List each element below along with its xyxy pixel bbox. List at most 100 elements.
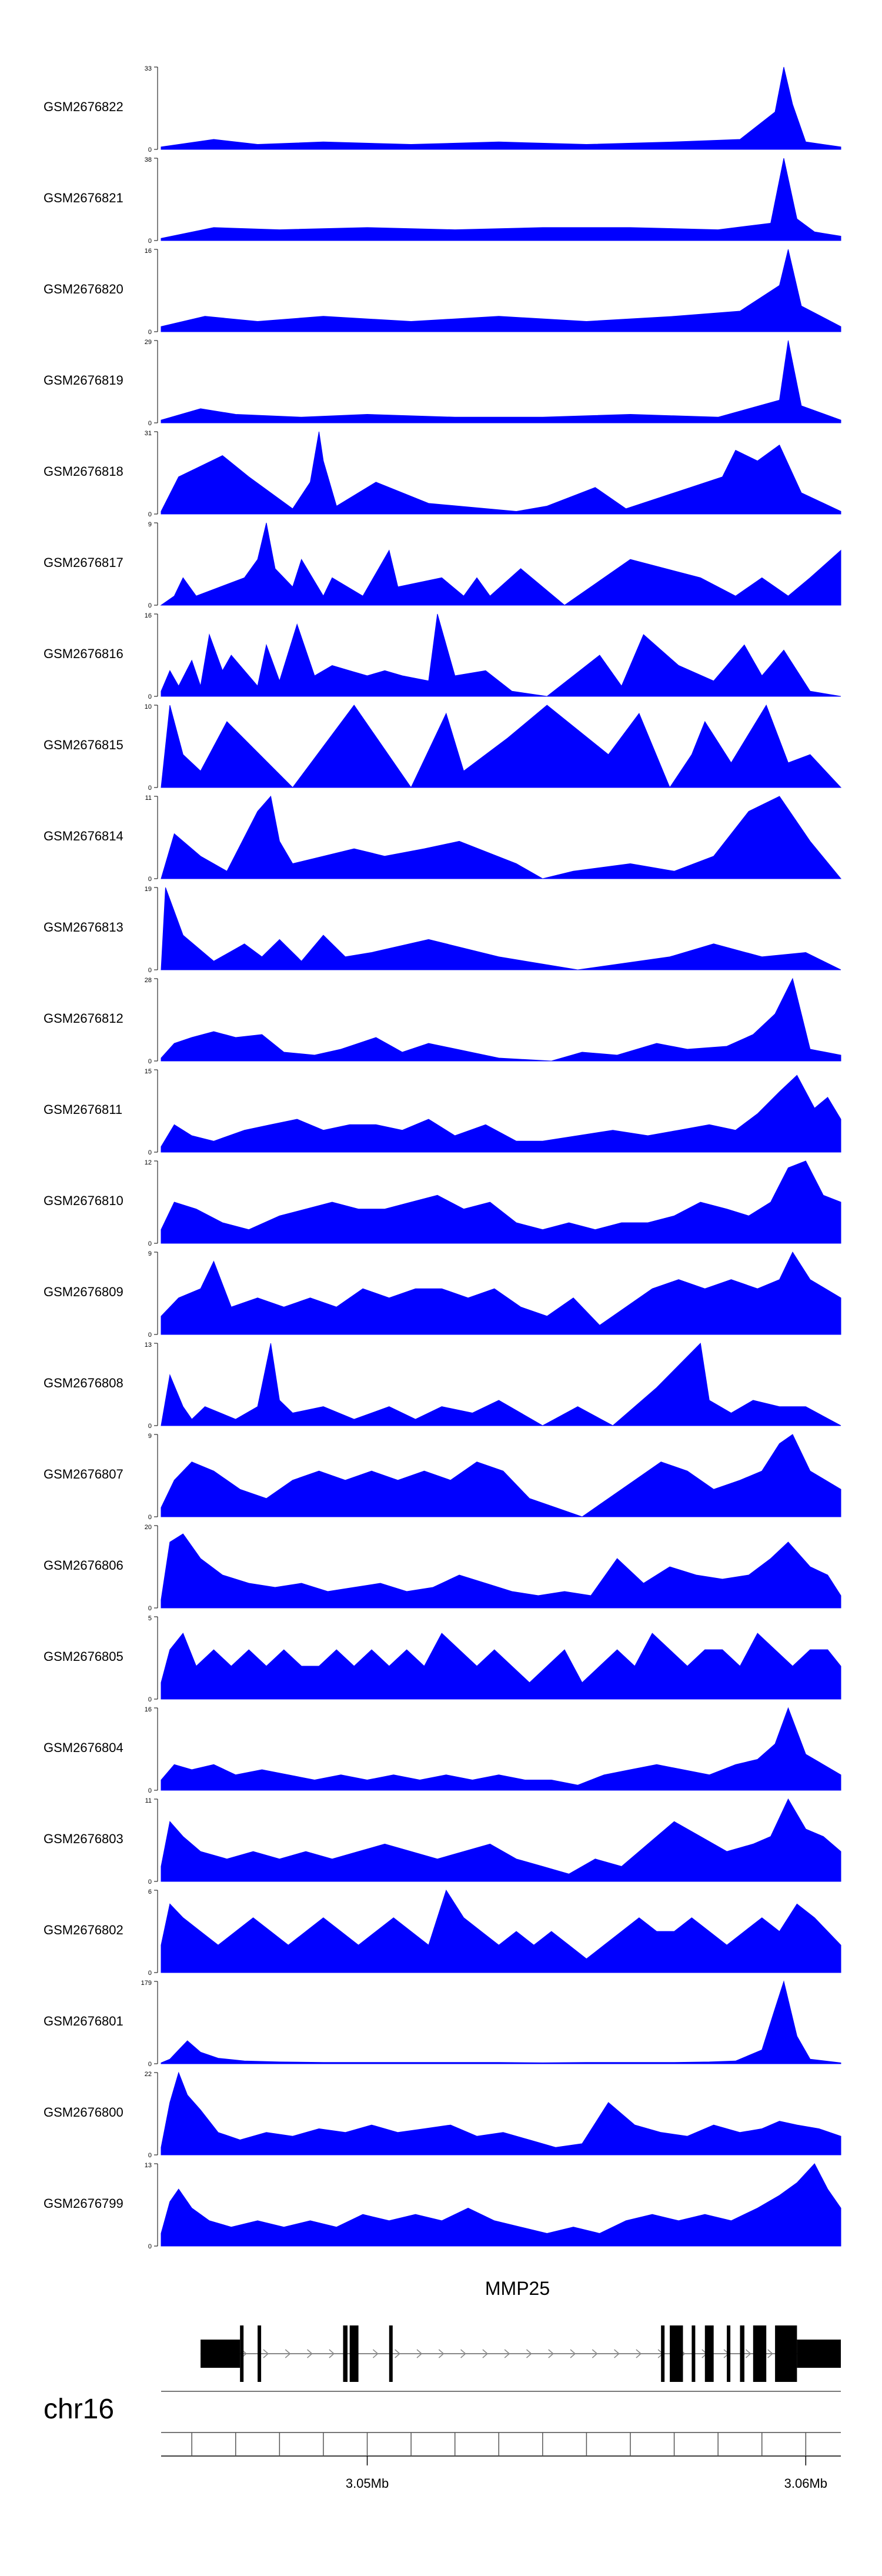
track-GSM2676800: GSM2676800 22 0 bbox=[44, 2071, 841, 2159]
y-max-label: 9 bbox=[148, 1250, 152, 1257]
strand-chevron bbox=[372, 2349, 379, 2358]
y-max-label: 13 bbox=[145, 2162, 152, 2169]
y-min-label: 0 bbox=[148, 693, 152, 700]
y-max-label: 38 bbox=[145, 156, 152, 163]
y-max-label: 5 bbox=[148, 1615, 152, 1622]
strand-chevron bbox=[745, 2349, 751, 2358]
y-min-label: 0 bbox=[148, 1058, 152, 1065]
signal-area bbox=[161, 431, 841, 515]
gene-exon bbox=[797, 2340, 841, 2368]
track-label: GSM2676817 bbox=[44, 555, 123, 570]
strand-chevron bbox=[438, 2349, 445, 2358]
chromosome-label: chr16 bbox=[44, 2394, 114, 2425]
y-max-label: 16 bbox=[145, 1706, 152, 1713]
signal-area bbox=[161, 1075, 841, 1153]
y-max-label: 11 bbox=[145, 795, 152, 802]
strand-chevron bbox=[504, 2349, 510, 2358]
strand-chevron bbox=[482, 2349, 489, 2358]
signal-area bbox=[161, 2071, 841, 2155]
y-min-label: 0 bbox=[148, 1514, 152, 1521]
track-label: GSM2676799 bbox=[44, 2196, 123, 2211]
y-max-label: 13 bbox=[145, 1342, 152, 1349]
track-GSM2676806: GSM2676806 20 0 bbox=[44, 1524, 841, 1612]
track-GSM2676809: GSM2676809 9 0 bbox=[44, 1250, 841, 1339]
track-GSM2676804: GSM2676804 16 0 bbox=[44, 1706, 841, 1794]
gene-exon bbox=[691, 2325, 696, 2382]
signal-area bbox=[161, 1798, 841, 1882]
track-GSM2676821: GSM2676821 38 0 bbox=[44, 156, 841, 245]
strand-chevron bbox=[767, 2349, 773, 2358]
y-max-label: 15 bbox=[145, 1068, 152, 1075]
y-max-label: 19 bbox=[145, 886, 152, 893]
y-max-label: 9 bbox=[148, 521, 152, 528]
gene-exon bbox=[753, 2325, 767, 2382]
track-label: GSM2676813 bbox=[44, 920, 123, 935]
track-GSM2676822: GSM2676822 33 0 bbox=[44, 65, 841, 154]
gene-exon bbox=[775, 2325, 797, 2382]
y-max-label: 12 bbox=[145, 1159, 152, 1166]
signal-area bbox=[161, 158, 841, 241]
track-label: GSM2676816 bbox=[44, 646, 123, 661]
y-min-label: 0 bbox=[148, 329, 152, 336]
signal-area bbox=[161, 704, 842, 789]
track-GSM2676810: GSM2676810 12 0 bbox=[44, 1159, 841, 1247]
track-label: GSM2676804 bbox=[44, 1740, 123, 1755]
track-label: GSM2676807 bbox=[44, 1467, 123, 1481]
track-GSM2676812: GSM2676812 28 0 bbox=[44, 977, 841, 1065]
y-max-label: 28 bbox=[145, 977, 152, 984]
y-min-label: 0 bbox=[148, 1605, 152, 1612]
y-max-label: 9 bbox=[148, 1433, 152, 1440]
y-min-label: 0 bbox=[148, 420, 152, 427]
track-label: GSM2676809 bbox=[44, 1284, 123, 1299]
y-min-label: 0 bbox=[148, 2152, 152, 2159]
strand-chevron bbox=[570, 2349, 576, 2358]
gene-exon bbox=[349, 2325, 359, 2382]
gene-exon bbox=[389, 2325, 393, 2382]
y-min-label: 0 bbox=[148, 876, 152, 883]
y-min-label: 0 bbox=[148, 1787, 152, 1794]
track-label: GSM2676821 bbox=[44, 191, 123, 205]
genome-axis: chr16 3.05Mb 3.06Mb bbox=[44, 2391, 841, 2491]
track-label: GSM2676822 bbox=[44, 99, 123, 114]
signal-area bbox=[161, 1434, 841, 1517]
signal-area bbox=[161, 1889, 841, 1973]
y-min-label: 0 bbox=[148, 602, 152, 609]
y-min-label: 0 bbox=[148, 146, 152, 154]
track-label: GSM2676810 bbox=[44, 1193, 123, 1208]
strand-chevron bbox=[548, 2349, 554, 2358]
y-max-label: 20 bbox=[145, 1524, 152, 1531]
track-GSM2676807: GSM2676807 9 0 bbox=[44, 1433, 841, 1521]
y-min-label: 0 bbox=[148, 967, 152, 974]
signal-area bbox=[161, 2163, 841, 2247]
signal-area bbox=[161, 977, 841, 1062]
track-GSM2676808: GSM2676808 13 0 bbox=[44, 1342, 841, 1430]
axis-tick-label: 3.05Mb bbox=[346, 2476, 389, 2491]
track-label: GSM2676812 bbox=[44, 1011, 123, 1026]
track-label: GSM2676811 bbox=[44, 1102, 122, 1117]
y-min-label: 0 bbox=[148, 1970, 152, 1977]
track-label: GSM2676819 bbox=[44, 373, 123, 388]
track-GSM2676818: GSM2676818 31 0 bbox=[44, 430, 841, 518]
gene-exon bbox=[670, 2325, 683, 2382]
track-GSM2676801: GSM2676801 179 0 bbox=[44, 1980, 841, 2068]
track-GSM2676802: GSM2676802 6 0 bbox=[44, 1888, 841, 1977]
gene-exon bbox=[201, 2340, 240, 2368]
y-max-label: 6 bbox=[148, 1888, 152, 1896]
y-min-label: 0 bbox=[148, 1149, 152, 1156]
track-label: GSM2676800 bbox=[44, 2105, 123, 2120]
gene-exon bbox=[258, 2325, 262, 2382]
track-label: GSM2676803 bbox=[44, 1831, 123, 1846]
signal-area bbox=[161, 1533, 841, 1609]
y-min-label: 0 bbox=[148, 2061, 152, 2068]
y-max-label: 11 bbox=[145, 1797, 152, 1804]
signal-area bbox=[161, 795, 842, 879]
y-min-label: 0 bbox=[148, 1423, 152, 1430]
track-GSM2676799: GSM2676799 13 0 bbox=[44, 2162, 841, 2250]
gene-exon bbox=[704, 2325, 714, 2382]
gene-exon bbox=[727, 2325, 731, 2382]
y-max-label: 31 bbox=[145, 430, 152, 437]
strand-chevron bbox=[395, 2349, 400, 2358]
y-max-label: 33 bbox=[145, 65, 152, 72]
signal-area bbox=[161, 613, 841, 697]
strand-chevron bbox=[285, 2349, 291, 2358]
